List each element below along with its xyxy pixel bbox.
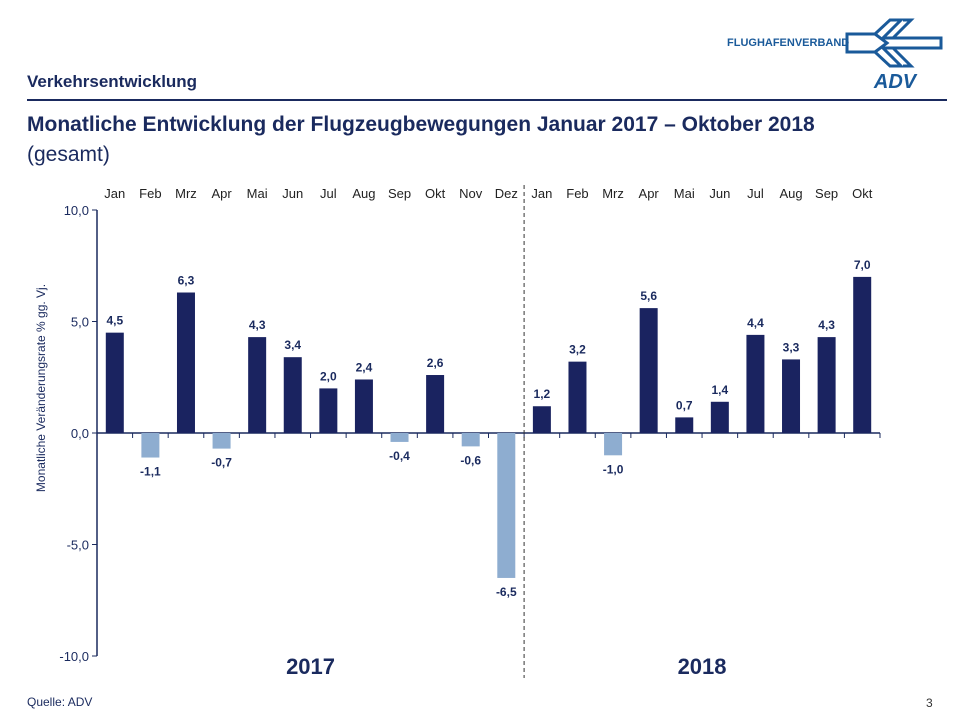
bar xyxy=(354,379,373,433)
bar xyxy=(248,337,267,433)
month-label: Jun xyxy=(282,186,303,201)
month-label: Sep xyxy=(388,186,411,201)
source-note: Quelle: ADV xyxy=(27,695,93,709)
logo-mark: ADV xyxy=(873,71,918,90)
data-label: 7,0 xyxy=(854,258,871,272)
month-label: Mrz xyxy=(175,186,197,201)
bar xyxy=(426,375,445,433)
data-label: 3,3 xyxy=(783,340,800,354)
month-label: Mrz xyxy=(602,186,624,201)
page-title: Monatliche Entwicklung der Flugzeugbeweg… xyxy=(27,113,815,136)
data-label: 2,0 xyxy=(320,369,337,383)
data-label: 3,4 xyxy=(284,338,301,352)
bar xyxy=(710,401,729,433)
month-label: Jan xyxy=(104,186,125,201)
page-number: 3 xyxy=(926,696,933,710)
bar xyxy=(782,359,801,433)
y-tick-label: 10,0 xyxy=(64,203,89,218)
y-tick-label: 5,0 xyxy=(71,315,89,330)
data-label: 6,3 xyxy=(178,274,195,288)
data-label: -1,1 xyxy=(140,465,161,479)
y-tick-label: -5,0 xyxy=(67,538,89,553)
month-label: Sep xyxy=(815,186,838,201)
bar xyxy=(817,337,836,433)
logo-text: FLUGHAFENVERBAND xyxy=(727,37,850,49)
data-label: -1,0 xyxy=(603,462,624,476)
month-label: Jul xyxy=(747,186,764,201)
data-label: 4,5 xyxy=(106,314,123,328)
y-axis-label: Monatliche Veränderungsrate % gg. Vj. xyxy=(34,284,48,492)
data-label: -6,5 xyxy=(496,585,517,599)
data-label: 4,3 xyxy=(818,318,835,332)
month-label: Feb xyxy=(566,186,588,201)
month-label: Mai xyxy=(674,186,695,201)
bar xyxy=(319,388,338,433)
adv-logo: ADV xyxy=(845,18,943,90)
bar xyxy=(568,361,587,433)
bar xyxy=(639,308,658,433)
data-label: 0,7 xyxy=(676,398,693,412)
year-label: 2017 xyxy=(286,654,335,679)
year-label: 2018 xyxy=(678,654,727,679)
data-label: 4,4 xyxy=(747,316,764,330)
data-label: 4,3 xyxy=(249,318,266,332)
month-label: Aug xyxy=(779,186,802,201)
month-label: Aug xyxy=(352,186,375,201)
bar xyxy=(461,433,480,447)
y-tick-label: 0,0 xyxy=(71,426,89,441)
data-label: 3,2 xyxy=(569,343,586,357)
bar xyxy=(176,292,195,433)
bar xyxy=(675,417,694,433)
month-label: Jan xyxy=(531,186,552,201)
page-subtitle: (gesamt) xyxy=(27,143,110,166)
month-label: Apr xyxy=(211,186,232,201)
data-label: 2,6 xyxy=(427,356,444,370)
data-label: -0,6 xyxy=(460,453,481,467)
month-label: Apr xyxy=(639,186,660,201)
data-label: 2,4 xyxy=(356,360,373,374)
bar xyxy=(105,332,124,433)
data-label: -0,7 xyxy=(211,456,232,470)
bar xyxy=(283,357,302,433)
data-label: 5,6 xyxy=(640,289,657,303)
month-label: Nov xyxy=(459,186,483,201)
month-label: Mai xyxy=(247,186,268,201)
y-tick-label: -10,0 xyxy=(59,649,89,664)
bar xyxy=(141,433,160,458)
bar xyxy=(853,276,872,433)
month-label: Jul xyxy=(320,186,337,201)
data-label: -0,4 xyxy=(389,449,410,463)
month-label: Feb xyxy=(139,186,161,201)
bar xyxy=(604,433,623,456)
month-label: Jun xyxy=(709,186,730,201)
bar xyxy=(532,406,551,433)
month-label: Okt xyxy=(425,186,446,201)
data-label: 1,4 xyxy=(711,383,728,397)
bar xyxy=(212,433,231,449)
bar xyxy=(497,433,516,578)
bar xyxy=(390,433,409,442)
month-label: Okt xyxy=(852,186,873,201)
bar xyxy=(746,334,765,433)
month-label: Dez xyxy=(495,186,518,201)
section-heading: Verkehrsentwicklung xyxy=(27,72,198,91)
data-label: 1,2 xyxy=(534,387,551,401)
divider xyxy=(27,99,947,101)
